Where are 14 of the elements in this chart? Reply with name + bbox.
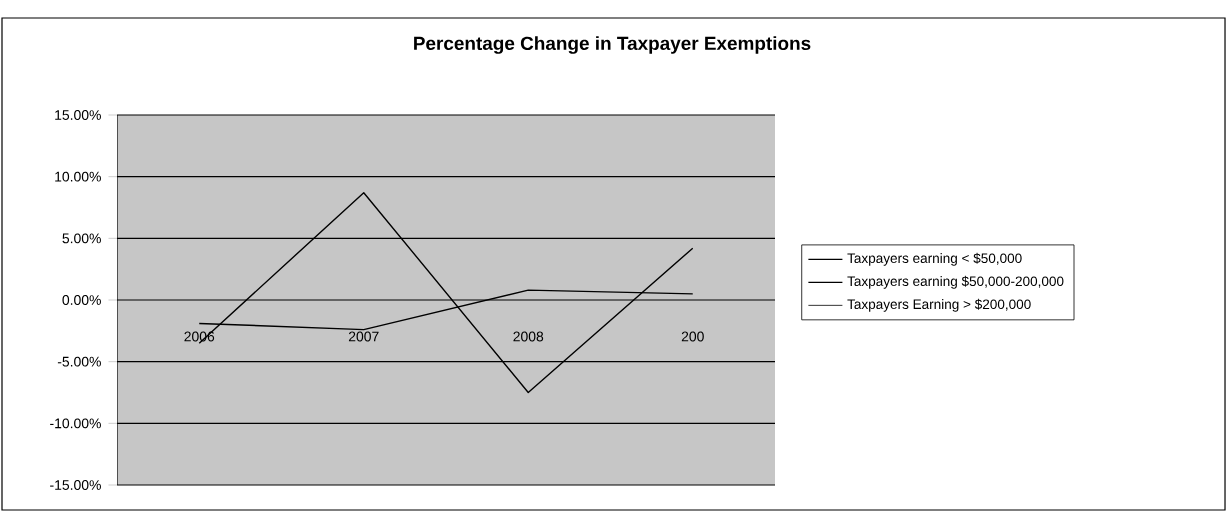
x-tick-label: 2008 xyxy=(513,331,544,342)
chart-title: Percentage Change in Taxpayer Exemptions xyxy=(414,36,811,54)
y-tick-label: 15.00% xyxy=(55,110,101,120)
legend-label: Taxpayers earning < $50,000 xyxy=(847,252,1022,266)
y-tick-label: 0.00% xyxy=(62,295,101,305)
y-tick-label: 10.00% xyxy=(55,171,101,182)
x-tick-label: 2007 xyxy=(348,331,379,342)
y-tick-label: -15.00% xyxy=(50,480,101,490)
legend-label: Taxpayers Earning > $200,000 xyxy=(847,298,1031,312)
legend-label: Taxpayers earning $50,000-200,000 xyxy=(847,275,1064,289)
x-tick-label: 200 xyxy=(681,331,704,342)
y-tick-label: -10.00% xyxy=(50,418,101,429)
y-tick-label: 5.00% xyxy=(62,233,101,244)
y-tick-label: -5.00% xyxy=(57,356,101,367)
